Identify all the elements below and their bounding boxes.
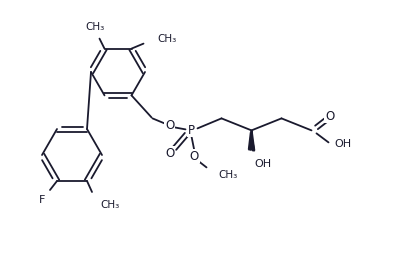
Text: CH₃: CH₃ xyxy=(100,200,119,210)
Text: CH₃: CH₃ xyxy=(85,22,104,31)
Text: O: O xyxy=(325,110,334,123)
Text: OH: OH xyxy=(334,139,351,149)
Text: CH₃: CH₃ xyxy=(158,34,177,44)
Text: O: O xyxy=(190,150,199,163)
Text: O: O xyxy=(165,119,174,132)
Text: P: P xyxy=(188,124,195,137)
Text: O: O xyxy=(165,147,174,160)
Text: CH₃: CH₃ xyxy=(219,170,238,180)
Polygon shape xyxy=(248,132,254,149)
Text: F: F xyxy=(39,195,45,205)
Text: OH: OH xyxy=(254,159,271,169)
